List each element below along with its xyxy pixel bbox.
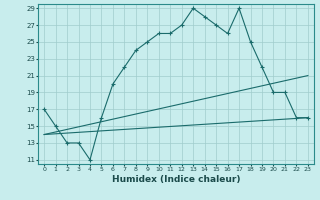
X-axis label: Humidex (Indice chaleur): Humidex (Indice chaleur)	[112, 175, 240, 184]
